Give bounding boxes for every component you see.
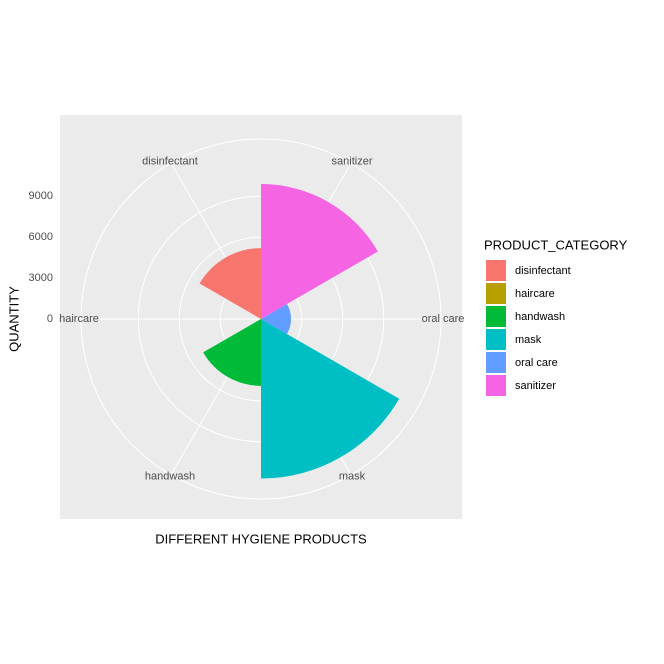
legend-key	[486, 306, 506, 327]
category-label: mask	[339, 471, 366, 483]
category-label: handwash	[145, 471, 195, 483]
wedge	[203, 319, 261, 386]
legend-key	[486, 283, 506, 304]
y-axis-title: QUANTITY	[6, 286, 21, 352]
legend-key	[486, 352, 506, 373]
legend-label: mask	[515, 334, 542, 346]
legend-label: sanitizer	[515, 380, 556, 392]
legend-label: haircare	[515, 288, 555, 300]
y-tick-label: 0	[47, 313, 53, 325]
wedge	[261, 304, 292, 334]
wedge	[261, 184, 378, 319]
y-tick-label: 3000	[29, 272, 53, 284]
y-tick-label: 6000	[29, 231, 53, 243]
x-axis-title: DIFFERENT HYGIENE PRODUCTS	[155, 531, 367, 546]
legend-key	[486, 260, 506, 281]
legend-label: disinfectant	[515, 265, 571, 277]
wedge	[261, 319, 400, 479]
legend-label: handwash	[515, 311, 565, 323]
legend-key	[486, 375, 506, 396]
wedge	[260, 318, 261, 320]
legend-title: PRODUCT_CATEGORY	[484, 237, 628, 252]
category-label: oral care	[422, 313, 465, 325]
y-tick-label: 9000	[29, 190, 53, 202]
legend-key	[486, 329, 506, 350]
category-label: haircare	[59, 313, 99, 325]
wedge	[199, 248, 261, 319]
category-label: sanitizer	[332, 155, 373, 167]
legend-label: oral care	[515, 357, 558, 369]
category-label: disinfectant	[142, 155, 198, 167]
